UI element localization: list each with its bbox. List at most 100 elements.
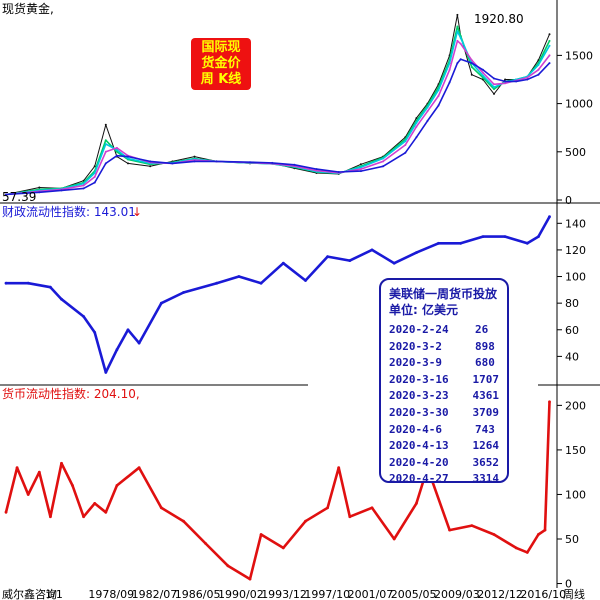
point-ma-cyan [548, 44, 551, 47]
x-tick-label: 1993/12 [261, 588, 307, 600]
point-ma-blue [271, 161, 274, 164]
point-ma-blue [456, 62, 459, 65]
table-date: 2020-3-23 [389, 389, 449, 403]
point-price [456, 13, 459, 16]
y-tick-label: 1000 [565, 98, 593, 111]
y-tick-label: 40 [565, 350, 579, 363]
point-ma-magenta [115, 146, 118, 149]
point-ma-cyan [415, 121, 418, 124]
point-ma-magenta [382, 160, 385, 163]
point-ma-blue [359, 170, 362, 173]
point-ma-green [548, 39, 551, 42]
point-monetary [226, 564, 230, 568]
point-ma-magenta [548, 54, 551, 57]
table-row: 2020-3-2 898 [389, 339, 499, 356]
point-fiscal [159, 301, 163, 305]
point-ma-magenta [315, 169, 318, 172]
point-fiscal [126, 328, 130, 332]
point-price [504, 78, 507, 81]
point-fiscal [137, 341, 141, 345]
point-fiscal [537, 235, 540, 239]
point-ma-blue [82, 187, 85, 190]
point-fiscal [60, 297, 63, 301]
table-value: 3652 [472, 455, 500, 469]
point-fiscal [281, 261, 285, 265]
point-fiscal [237, 275, 241, 278]
point-fiscal [392, 261, 396, 265]
y-tick-label: 80 [565, 297, 579, 310]
x-tick-label: 2001/07 [348, 588, 394, 600]
point-monetary [15, 466, 19, 470]
point-ma-blue [104, 162, 107, 165]
point-ma-blue [437, 104, 440, 107]
point-ma-cyan [537, 64, 540, 66]
table-date: 2020-3-16 [389, 372, 449, 386]
point-price [104, 123, 107, 126]
point-ma-magenta [493, 83, 495, 86]
point-monetary [49, 515, 52, 519]
point-monetary [104, 510, 108, 514]
y-tick-label: 140 [565, 217, 586, 230]
point-fiscal [481, 235, 485, 239]
table-date: 2020-4-20 [389, 455, 449, 469]
monetary-liquidity-panel: 0 50 100 150 200 [4, 399, 586, 591]
point-ma-cyan [481, 74, 484, 77]
point-ma-blue [115, 154, 118, 157]
x-tick-label: 2009/03 [434, 588, 480, 600]
point-ma-blue [215, 160, 218, 163]
point-monetary [514, 546, 518, 550]
table-value: 898 [475, 339, 495, 353]
point-monetary [304, 519, 307, 523]
x-tick-label: 1978/09 [88, 588, 134, 600]
table-row: 2020-4-6 743 [389, 422, 499, 439]
point-monetary [470, 524, 474, 527]
point-fiscal [4, 281, 8, 285]
point-ma-blue [504, 80, 507, 83]
point-monetary [137, 466, 141, 470]
point-ma-blue [315, 168, 318, 171]
point-ma-green [104, 139, 107, 142]
y-tick-label: 1500 [565, 49, 593, 62]
point-ma-magenta [456, 39, 459, 42]
point-ma-magenta [104, 150, 107, 153]
y-tick-label: 150 [565, 444, 586, 457]
point-fiscal [525, 241, 529, 245]
point-ma-magenta [82, 184, 85, 187]
point-monetary [415, 502, 418, 505]
point-fiscal [259, 281, 263, 285]
point-ma-cyan [456, 30, 459, 33]
gold-title: 现货黄金, [2, 1, 54, 16]
point-ma-blue [293, 163, 296, 166]
point-ma-blue [515, 80, 518, 83]
point-ma-blue [5, 193, 7, 196]
point-ma-green [456, 25, 459, 28]
point-fiscal [82, 315, 85, 318]
point-ma-green [470, 66, 473, 68]
y-tick-label: 60 [565, 324, 579, 337]
point-ma-blue [93, 181, 96, 184]
table-row: 2020-3-23 4361 [389, 388, 499, 405]
badge-line-2: 货金价 [201, 56, 241, 71]
point-ma-cyan [426, 106, 429, 109]
table-value: 1707 [472, 372, 500, 386]
x-tick-label: 2012/12 [477, 588, 523, 600]
point-ma-blue [426, 119, 429, 122]
point-fiscal [503, 235, 507, 239]
table-row: 2020-4-13 1264 [389, 438, 499, 455]
point-fiscal [49, 285, 52, 289]
point-monetary [543, 528, 547, 532]
point-ma-magenta [448, 68, 451, 71]
point-price [149, 165, 152, 168]
point-ma-cyan [93, 172, 96, 174]
point-price [493, 92, 495, 95]
point-monetary [82, 515, 85, 519]
point-price [93, 165, 96, 168]
point-ma-cyan [459, 37, 462, 39]
point-monetary [115, 484, 119, 487]
point-monetary [492, 533, 496, 536]
point-ma-cyan [493, 86, 495, 89]
x-tick-label: 1982/07 [132, 588, 178, 600]
point-monetary [182, 519, 185, 523]
table-value: 26 [475, 323, 489, 336]
